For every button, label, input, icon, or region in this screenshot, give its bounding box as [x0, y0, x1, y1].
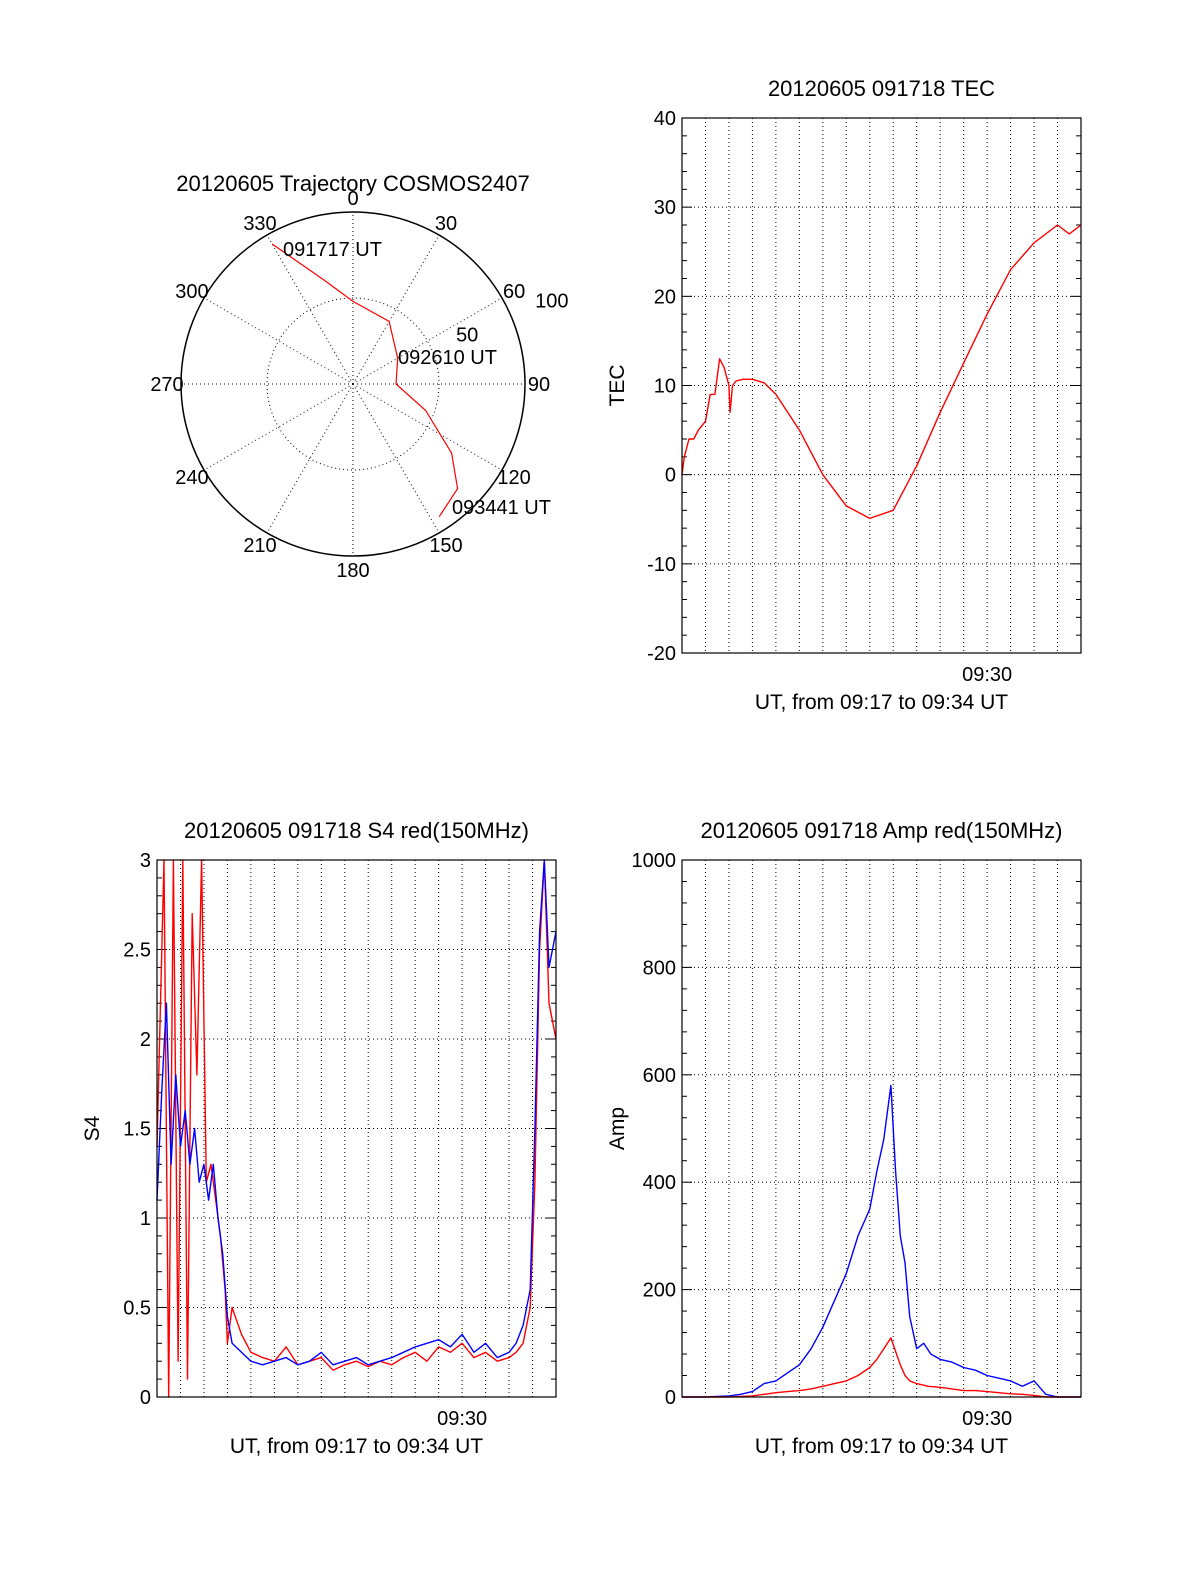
- angle-label: 240: [175, 467, 208, 489]
- y-tick-label: 0: [665, 1387, 676, 1409]
- ring-label: 100: [535, 290, 568, 312]
- tec-chart: 20120605 091718 TEC -20 -10 0 10 20 30 40 09:30 U…: [606, 76, 1082, 714]
- y-tick-label: 3: [140, 850, 151, 872]
- spoke-210: [266, 383, 354, 534]
- y-tick-label: -20: [647, 643, 676, 665]
- y-tick-label: 20: [654, 286, 676, 308]
- angle-label: 180: [336, 560, 369, 582]
- chart-title: 20120605 Trajectory COSMOS2407: [176, 171, 529, 196]
- y-tick-label: -10: [647, 554, 676, 576]
- y-tick-label: 0.5: [123, 1298, 151, 1320]
- trajectory-line: [271, 243, 459, 518]
- y-tick-label: 800: [643, 957, 676, 979]
- y-axis-label: TEC: [606, 365, 629, 407]
- plot-frame: [681, 859, 1082, 1398]
- series-line-1: [682, 1337, 1081, 1398]
- ring-label: 50: [456, 325, 478, 347]
- y-tick-label: 0: [665, 465, 676, 487]
- x-tick-label: 09:30: [437, 1408, 487, 1430]
- angle-label: 210: [243, 535, 276, 557]
- y-axis-label: S4: [81, 1115, 104, 1141]
- y-tick-label: 0: [140, 1387, 151, 1409]
- x-axis-label: UT, from 09:17 to 09:34 UT: [755, 1435, 1008, 1458]
- y-axis-label: Amp: [606, 1107, 629, 1150]
- spoke-150: [352, 383, 440, 534]
- angle-label: 30: [435, 213, 457, 235]
- y-tick-label: 30: [654, 197, 676, 219]
- spoke-240: [203, 383, 354, 471]
- end-time-annotation: 093441 UT: [452, 497, 551, 519]
- y-tick-label: 2: [140, 1029, 151, 1051]
- plot-frame: [156, 859, 557, 1398]
- outer-circle: [180, 211, 526, 557]
- chart-title: 20120605 091718 S4 red(150MHz): [184, 818, 529, 843]
- chart-title: 20120605 091718 TEC: [768, 76, 995, 101]
- y-tick-label: 200: [643, 1280, 676, 1302]
- series-line-1: [156, 859, 557, 1366]
- series-line-0: [156, 859, 557, 1398]
- y-tick-label: 2.5: [123, 940, 151, 962]
- angle-label: 120: [497, 467, 530, 489]
- y-tick-label: 10: [654, 376, 676, 398]
- spoke-30: [352, 234, 440, 385]
- series-line-0: [681, 224, 1082, 520]
- angle-label: 330: [243, 213, 276, 235]
- x-axis-label: UT, from 09:17 to 09:34 UT: [755, 691, 1008, 714]
- plot-frame: [681, 117, 1082, 654]
- x-tick-label: 09:30: [962, 1408, 1012, 1430]
- inner-ring: [266, 297, 440, 471]
- y-tick-label: 40: [654, 108, 676, 130]
- angle-label: 90: [528, 374, 550, 396]
- spoke-60: [352, 297, 503, 385]
- x-axis-label: UT, from 09:17 to 09:34 UT: [230, 1435, 483, 1458]
- s4-chart: 20120605 091718 S4 red(150MHz) 0 0.5 1 1.5 2 2…: [81, 818, 557, 1458]
- x-tick-label: 09:30: [962, 664, 1012, 686]
- series-line-0: [682, 1084, 1081, 1398]
- spoke-120: [352, 383, 503, 471]
- spoke-330: [266, 234, 354, 385]
- amp-chart: 20120605 091718 Amp red(150MHz) 0 200 400 60…: [606, 818, 1082, 1458]
- y-tick-label: 1.5: [123, 1119, 151, 1141]
- angle-label: 150: [429, 535, 462, 557]
- angle-label: 270: [150, 374, 183, 396]
- start-time-annotation: 091717 UT: [283, 239, 382, 261]
- y-tick-label: 1: [140, 1208, 151, 1230]
- angle-label: 0: [347, 188, 358, 210]
- y-tick-label: 600: [643, 1065, 676, 1087]
- y-tick-label: 400: [643, 1172, 676, 1194]
- angle-label: 60: [503, 281, 525, 303]
- chart-title: 20120605 091718 Amp red(150MHz): [700, 818, 1062, 843]
- angle-label: 300: [175, 281, 208, 303]
- spoke-300: [203, 297, 354, 385]
- mid-time-annotation: 092610 UT: [398, 347, 497, 369]
- y-tick-label: 1000: [632, 850, 677, 872]
